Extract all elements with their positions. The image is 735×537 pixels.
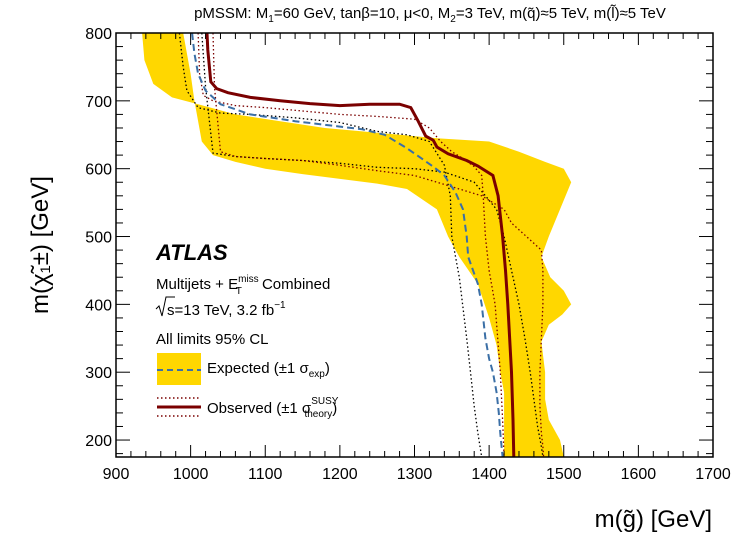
x-tick-label: 1200 bbox=[322, 466, 358, 483]
y-tick-label: 500 bbox=[85, 230, 112, 247]
x-tick-label: 900 bbox=[103, 466, 130, 483]
plot-area bbox=[142, 33, 572, 457]
expected-legend-label: Expected (±1 σexp) bbox=[207, 360, 330, 380]
chart-title: pMSSM: M1=60 GeV, tanβ=10, μ<0, M2=3 TeV… bbox=[194, 4, 666, 25]
x-tick-label: 1100 bbox=[248, 466, 283, 483]
x-axis-label: m(g̃) [GeV] bbox=[595, 506, 712, 533]
analysis-label: Multijets + Emiss T Combined bbox=[156, 274, 330, 297]
expected-band bbox=[142, 33, 572, 457]
y-tick-label: 600 bbox=[85, 162, 112, 179]
x-axis-ticks: 900 1000 1100 1200 1300 1400 1500 1600 1700 bbox=[103, 33, 731, 483]
observed-plus-sigma-line bbox=[212, 33, 545, 457]
x-tick-label: 1500 bbox=[546, 466, 582, 483]
x-tick-label: 1300 bbox=[397, 466, 433, 483]
observed-limit-line bbox=[205, 33, 516, 457]
x-tick-label: 1700 bbox=[695, 466, 731, 483]
expected-limit-line bbox=[191, 33, 504, 457]
cl-label: All limits 95% CL bbox=[156, 331, 269, 348]
observed-minus-sigma-line bbox=[197, 33, 505, 457]
y-tick-label: 300 bbox=[85, 365, 112, 382]
legend: ATLAS Multijets + Emiss T Combined s=13 T… bbox=[155, 240, 339, 420]
y-tick-label: 200 bbox=[85, 433, 112, 450]
y-tick-label: 700 bbox=[85, 94, 112, 111]
svg-text:s=13 TeV, 3.2 fb−1: s=13 TeV, 3.2 fb−1 bbox=[167, 300, 286, 319]
x-tick-label: 1000 bbox=[173, 466, 209, 483]
x-tick-label: 1600 bbox=[621, 466, 657, 483]
y-tick-label: 800 bbox=[85, 26, 112, 43]
y-tick-label: 400 bbox=[85, 297, 112, 314]
y-axis-ticks: 200 300 400 500 600 700 800 bbox=[85, 26, 713, 455]
observed-legend-label: Observed (±1 σSUSY theory) bbox=[207, 396, 339, 420]
energy-label: s=13 TeV, 3.2 fb−1 bbox=[155, 296, 286, 319]
x-tick-label: 1400 bbox=[471, 466, 507, 483]
experiment-label: ATLAS bbox=[155, 240, 228, 265]
y-axis-label: m(χ̃₁±) [GeV] bbox=[27, 176, 54, 314]
expected-minus-sigma-line bbox=[178, 33, 483, 457]
